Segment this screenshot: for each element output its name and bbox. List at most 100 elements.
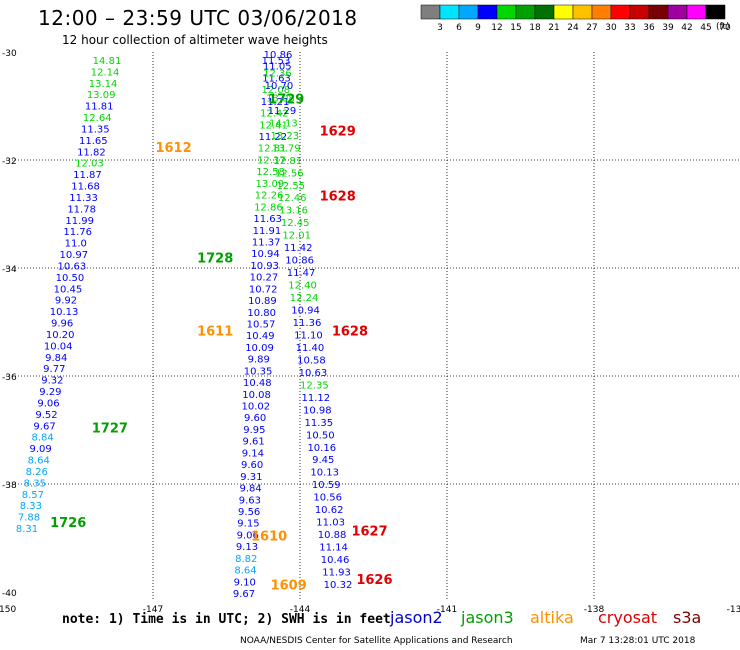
wave-height-value: 10.09 [245,343,274,354]
pass-time-label: 1726 [50,516,86,531]
legend-altika: altika [530,608,574,627]
lat-tick-label: -32 [2,157,17,167]
wave-height-value: 11.42 [284,243,313,254]
wave-height-value: 10.62 [315,505,344,516]
wave-height-value: 10.63 [58,261,87,272]
pass-time-label: 1628 [320,190,356,205]
pass-time-label: 1610 [251,530,287,545]
legend-swatch [420,4,441,20]
legend-swatch [458,4,479,20]
pass-time-label: 1626 [356,573,392,588]
pass-time-label: 1628 [332,325,368,340]
wave-height-value: 9.67 [233,589,255,600]
wave-height-value: 10.48 [243,378,272,389]
wave-height-value: 11.14 [319,543,348,554]
legend-swatch [572,4,593,20]
legend-swatch [477,4,498,20]
wave-height-value: 11.36 [293,318,322,329]
legend-tick-label: 36 [643,23,655,33]
wave-height-value: 12.56 [275,168,304,179]
legend-swatch [705,4,726,20]
lon-tick-label: -141 [437,605,457,615]
wave-height-value: 12.64 [83,113,112,124]
wave-height-value: 11.87 [73,170,102,181]
wave-height-value: 12.81 [258,144,287,155]
wave-height-value: 8.64 [28,456,50,467]
legend-swatch [629,4,650,20]
legend-swatch [591,4,612,20]
wave-height-value: 13.08 [266,93,295,104]
legend-tick-label: 70 [719,23,731,33]
lat-tick-label: -38 [2,481,17,491]
legend-swatch [667,4,688,20]
legend-tick-label: 33 [624,23,635,33]
wave-height-value: 10.35 [244,366,273,377]
wave-height-value: 10.45 [54,284,83,295]
wave-height-value: 9.29 [39,387,61,398]
wave-height-value: 9.63 [239,495,261,506]
pass-time-label: 1729 [268,92,304,107]
wave-height-value: 13.09 [256,179,285,190]
pass-time-label: 1629 [320,125,356,140]
legend-tick-label: 27 [586,23,597,33]
wave-height-value: 12.58 [256,167,285,178]
wave-height-value: 10.49 [246,331,275,342]
wave-height-value: 11.35 [304,418,333,429]
wave-height-value: 10.04 [44,341,73,352]
wave-height-value: 12.35 [300,380,329,391]
map-subtitle: 12 hour collection of altimeter wave hei… [62,33,328,47]
lon-tick-label: -147 [143,605,163,615]
wave-height-value: 8.57 [22,490,44,501]
wave-height-value: 13.79 [272,143,301,154]
wave-height-value: 10.57 [247,320,276,331]
wave-height-value: 9.96 [51,319,73,330]
legend-s3a: s3a [673,608,702,627]
wave-height-value: 11.63 [262,73,291,84]
legend-swatch [534,4,555,20]
wave-height-value: 12.41 [259,120,288,131]
wave-height-value: 9.84 [45,353,67,364]
wave-height-value: 9.06 [237,530,259,541]
wave-height-value: 11.22 [259,132,288,143]
wave-height-value: 8.84 [31,433,53,444]
pass-time-label: 1611 [197,325,233,340]
legend-tick-label: 39 [662,23,674,33]
pass-time-label: 1728 [197,252,233,267]
wave-height-value: 9.14 [242,448,264,459]
footer-note: note: 1) Time is in UTC; 2) SWH is in fe… [62,612,391,627]
legend-jason3: jason3 [461,608,514,627]
lat-tick-label: -36 [2,373,17,383]
legend-jason2: jason2 [390,608,443,627]
wave-height-value: 9.10 [234,577,256,588]
wave-height-value: 9.60 [241,460,263,471]
wave-height-value: 11.33 [69,193,98,204]
legend-tick-label: 6 [456,23,462,33]
lat-tick-label: -40 [2,589,17,599]
wave-height-value: 9.84 [240,484,262,495]
lon-tick-label: -150 [0,605,16,615]
pass-time-label: 1612 [155,141,191,156]
wave-height-value: 10.59 [312,480,341,491]
wave-height-value: 11.93 [322,568,351,579]
wave-height-value: 9.61 [242,437,264,448]
wave-height-value: 12.86 [254,202,283,213]
wave-height-value: 8.33 [20,501,42,512]
wave-height-value: 10.50 [306,430,335,441]
pass-time-label: 1609 [271,578,307,593]
wave-height-value: 9.15 [237,519,259,530]
wave-height-value: 11.03 [316,518,345,529]
legend-swatch [496,4,517,20]
wave-height-value: 11.68 [71,182,100,193]
wave-height-value: 9.56 [238,507,260,518]
wave-height-value: 10.13 [50,307,79,318]
wave-height-value: 14.81 [93,56,122,67]
legend-tick-label: 24 [567,23,579,33]
wave-height-value: 13.09 [87,90,116,101]
wave-height-value: 9.06 [37,398,59,409]
legend-tick-label: 42 [681,23,692,33]
wave-height-value: 11.53 [262,56,291,67]
wave-height-value: 12.14 [91,67,120,78]
lon-tick-label: -138 [584,605,605,615]
wave-height-value: 9.89 [248,355,270,366]
wave-height-value: 11.76 [63,227,92,238]
